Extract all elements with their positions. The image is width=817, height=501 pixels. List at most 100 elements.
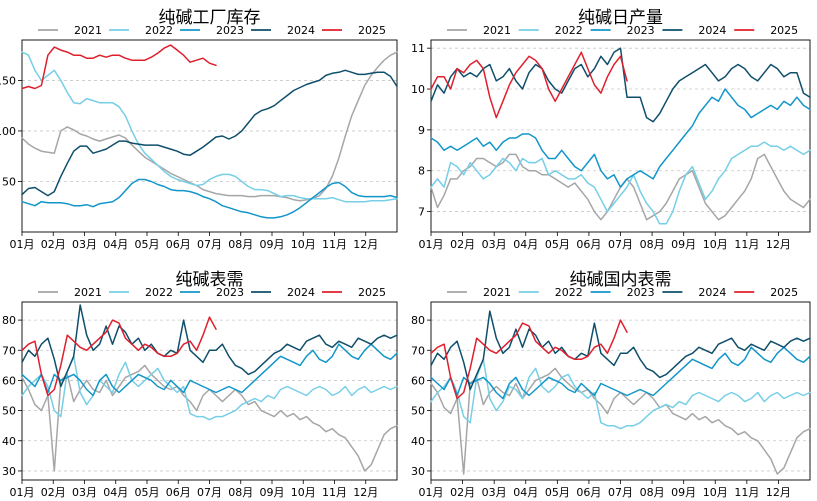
x-tick-label: 09月: [671, 238, 696, 251]
x-tick-label: 04月: [103, 486, 128, 499]
legend-label-2025: 2025: [770, 24, 798, 37]
x-tick-label: 12月: [353, 238, 378, 251]
x-tick-label: 01月: [10, 486, 35, 499]
x-tick-label: 03月: [482, 486, 507, 499]
chart-panel-4: 纯碱国内表需 2021 2022 2023 2024 2025 30 40 50 60 70 80 01…: [411, 270, 811, 499]
legend-label-2022: 2022: [145, 286, 173, 299]
legend-label-2023: 2023: [627, 24, 655, 37]
x-tick-label: 04月: [103, 238, 128, 251]
series-line-2024: [21, 304, 398, 388]
x-tick-label: 10月: [291, 486, 316, 499]
x-tick-label: 02月: [41, 486, 66, 499]
x-tick-label: 06月: [166, 486, 191, 499]
series-line-2024: [21, 69, 398, 197]
x-tick-label: 05月: [545, 238, 570, 251]
chart-panel-3: 纯碱表需 2021 2022 2023 2024 2025 30 40 50 60 70 80 01月 0…: [2, 270, 398, 499]
y-tick-label: 30: [2, 465, 16, 478]
legend-label-2024: 2024: [287, 286, 315, 299]
x-tick-label: 01月: [419, 238, 444, 251]
x-tick-label: 08月: [640, 486, 665, 499]
legend-label-2022: 2022: [555, 286, 583, 299]
legend-label-2021: 2021: [483, 24, 511, 37]
chart-title: 纯碱表需: [176, 270, 244, 290]
y-tick-label: 80: [411, 314, 425, 327]
legend-label-2024: 2024: [698, 24, 726, 37]
x-tick-label: 11月: [734, 238, 759, 251]
legend-label-2025: 2025: [358, 24, 386, 37]
y-tick-label: 100: [0, 125, 16, 138]
legend-label-2021: 2021: [483, 286, 511, 299]
x-tick-label: 04月: [513, 238, 538, 251]
x-tick-label: 11月: [322, 486, 347, 499]
y-tick-label: 7: [418, 206, 425, 219]
series-line-2023: [430, 346, 811, 400]
x-tick-label: 09月: [671, 486, 696, 499]
series-line-2024: [430, 310, 811, 391]
y-tick-label: 50: [2, 175, 16, 188]
legend-label-2023: 2023: [216, 286, 244, 299]
x-tick-label: 03月: [482, 238, 507, 251]
x-tick-label: 08月: [640, 238, 665, 251]
series-line-2023: [21, 178, 398, 219]
series-line-2022: [21, 355, 398, 421]
x-tick-label: 10月: [703, 238, 728, 251]
series-line-2025: [21, 44, 217, 90]
x-tick-label: 07月: [197, 238, 222, 251]
x-tick-label: 12月: [353, 486, 378, 499]
x-tick-label: 07月: [197, 486, 222, 499]
y-tick-label: 8: [418, 165, 425, 178]
x-tick-label: 03月: [72, 486, 97, 499]
x-tick-label: 01月: [419, 486, 444, 499]
series-line-2022: [21, 51, 398, 203]
x-tick-label: 07月: [608, 238, 633, 251]
legend-label-2022: 2022: [555, 24, 583, 37]
legend-label-2021: 2021: [74, 24, 102, 37]
x-tick-label: 02月: [450, 238, 475, 251]
series-line-2025: [430, 51, 628, 119]
chart-panel-2: 纯碱日产量 2021 2022 2023 2024 2025 7 8 9 10 11 01月 02月 03…: [411, 8, 811, 251]
plot-frame: [430, 39, 811, 233]
x-tick-label: 04月: [513, 486, 538, 499]
x-tick-label: 10月: [291, 238, 316, 251]
x-tick-label: 02月: [41, 238, 66, 251]
x-tick-label: 05月: [135, 238, 160, 251]
chart-title: 纯碱国内表需: [570, 270, 672, 290]
chart-panel-1: 纯碱工厂库存 2021 2022 2023 2024 2025 50 100 150 01月 02月…: [0, 8, 398, 251]
x-tick-label: 08月: [228, 238, 253, 251]
chart-title: 纯碱日产量: [578, 8, 663, 28]
legend-label-2025: 2025: [770, 286, 798, 299]
x-tick-label: 08月: [228, 486, 253, 499]
legend-label-2024: 2024: [698, 286, 726, 299]
legend-label-2023: 2023: [627, 286, 655, 299]
legend-label-2021: 2021: [74, 286, 102, 299]
y-tick-label: 80: [2, 314, 16, 327]
x-tick-label: 06月: [166, 238, 191, 251]
x-tick-label: 09月: [260, 486, 285, 499]
x-tick-label: 03月: [72, 238, 97, 251]
series-line-2023: [430, 88, 811, 188]
x-tick-label: 12月: [766, 238, 791, 251]
y-tick-label: 60: [2, 374, 16, 387]
x-tick-label: 09月: [260, 238, 285, 251]
x-tick-label: 12月: [766, 486, 791, 499]
series-line-2022: [430, 141, 811, 225]
series-line-2025: [430, 319, 628, 400]
series-line-2021: [21, 51, 398, 202]
y-tick-label: 9: [418, 124, 425, 137]
chart-title: 纯碱工厂库存: [159, 8, 261, 28]
x-tick-label: 11月: [734, 486, 759, 499]
y-tick-label: 40: [2, 435, 16, 448]
x-tick-label: 10月: [703, 486, 728, 499]
x-tick-label: 05月: [545, 486, 570, 499]
y-tick-label: 60: [411, 374, 425, 387]
legend-label-2024: 2024: [287, 24, 315, 37]
series-line-2025: [21, 316, 217, 397]
y-tick-label: 70: [2, 344, 16, 357]
x-tick-label: 05月: [135, 486, 160, 499]
x-tick-label: 06月: [576, 486, 601, 499]
y-tick-label: 70: [411, 344, 425, 357]
y-tick-label: 150: [0, 74, 16, 87]
y-tick-label: 40: [411, 435, 425, 448]
y-tick-label: 10: [411, 83, 425, 96]
